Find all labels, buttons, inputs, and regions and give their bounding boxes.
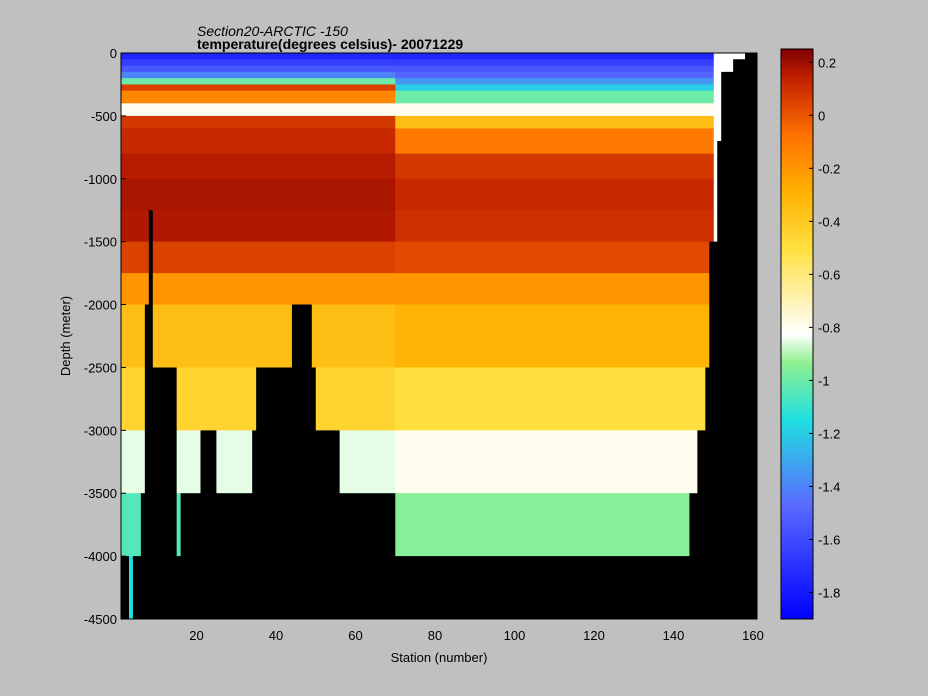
- temperature-cell: [395, 103, 714, 117]
- temperature-cell: [395, 128, 714, 155]
- y-tick-label: -3000: [84, 423, 117, 438]
- temperature-cell: [121, 153, 396, 180]
- y-tick-label: -1000: [84, 172, 117, 187]
- temperature-cell: [395, 65, 714, 73]
- temperature-cell: [395, 59, 714, 67]
- colorbar-tick-label: -0.2: [818, 161, 840, 176]
- temperature-cell: [395, 304, 714, 368]
- x-axis-label: Station (number): [391, 650, 488, 665]
- axes: 20 40 60 80 100 120 140 160 0 -500 -1000 -1500 -2000…: [58, 46, 764, 665]
- chart-subtitle: temperature(degrees celsius)- 20071229: [197, 36, 464, 52]
- y-tick-label: -500: [91, 109, 117, 124]
- y-tick-label: -1500: [84, 235, 117, 250]
- temperature-cell: [121, 178, 396, 211]
- temperature-cell: [395, 430, 714, 494]
- temperature-cell: [395, 115, 714, 129]
- temperature-cell: [121, 115, 396, 129]
- temperature-cell: [395, 493, 714, 557]
- x-tick-label: 140: [663, 628, 685, 643]
- temperature-cell: [395, 53, 714, 60]
- colorbar-tick-label: 0: [818, 108, 825, 123]
- temperature-cell: [121, 65, 396, 73]
- temperature-cell: [121, 273, 396, 306]
- colorbar-tick-label: -1.2: [818, 426, 840, 441]
- x-tick-label: 40: [269, 628, 283, 643]
- y-tick-label: -4500: [84, 612, 117, 627]
- temperature-cell: [395, 78, 714, 85]
- temperature-cell: [395, 71, 714, 79]
- temperature-cell: [121, 103, 396, 117]
- colorbar-tick-label: -1.8: [818, 585, 840, 600]
- y-tick-label: 0: [110, 46, 117, 61]
- colorbar-tick-label: -1: [818, 373, 830, 388]
- x-tick-label: 20: [189, 628, 203, 643]
- y-tick-label: -2000: [84, 298, 117, 313]
- temperature-cell: [121, 304, 396, 368]
- temperature-cell: [395, 153, 714, 180]
- x-tick-label: 100: [504, 628, 526, 643]
- plot-frame: [120, 52, 758, 620]
- temperature-cell: [121, 90, 396, 104]
- x-tick-label: 120: [583, 628, 605, 643]
- temperature-cell: [121, 84, 396, 92]
- colorbar-gradient: [780, 48, 814, 620]
- temperature-cell: [121, 78, 396, 85]
- temperature-cell: [395, 241, 714, 274]
- temperature-cell: [395, 210, 714, 243]
- colorbar-tick-label: -1.4: [818, 479, 840, 494]
- colorbar-tick-label: -1.6: [818, 532, 840, 547]
- temperature-cell: [121, 210, 396, 243]
- heatmap-area: [121, 53, 757, 620]
- colorbar-tick-label: -0.6: [818, 267, 840, 282]
- temperature-cell: [121, 128, 396, 155]
- temperature-cell: [395, 84, 714, 92]
- y-axis-label: Depth (meter): [58, 296, 73, 376]
- x-tick-label: 80: [428, 628, 442, 643]
- temperature-cell: [121, 71, 396, 79]
- y-tick-label: -2500: [84, 360, 117, 375]
- y-tick-label: -3500: [84, 486, 117, 501]
- colorbar: 0.2 0 -0.2 -0.4 -0.6 -0.8 -1 -1.2 -1.4 -1.6 -1.8: [780, 48, 840, 620]
- temperature-cell: [395, 273, 714, 306]
- x-tick-label: 60: [348, 628, 362, 643]
- chart-title: Section20-ARCTIC -150: [197, 23, 348, 39]
- colorbar-tick-label: -0.8: [818, 320, 840, 335]
- y-tick-label: -4000: [84, 549, 117, 564]
- temperature-cell: [121, 59, 396, 67]
- seafloor-mask: [121, 53, 757, 619]
- temperature-cell: [395, 178, 714, 211]
- colorbar-tick-label: 0.2: [818, 55, 836, 70]
- temperature-cell: [395, 90, 714, 104]
- temperature-cell: [395, 367, 714, 431]
- temperature-cell: [121, 53, 396, 60]
- temperature-cell: [121, 241, 396, 274]
- x-tick-label: 160: [742, 628, 764, 643]
- colorbar-tick-label: -0.4: [818, 214, 840, 229]
